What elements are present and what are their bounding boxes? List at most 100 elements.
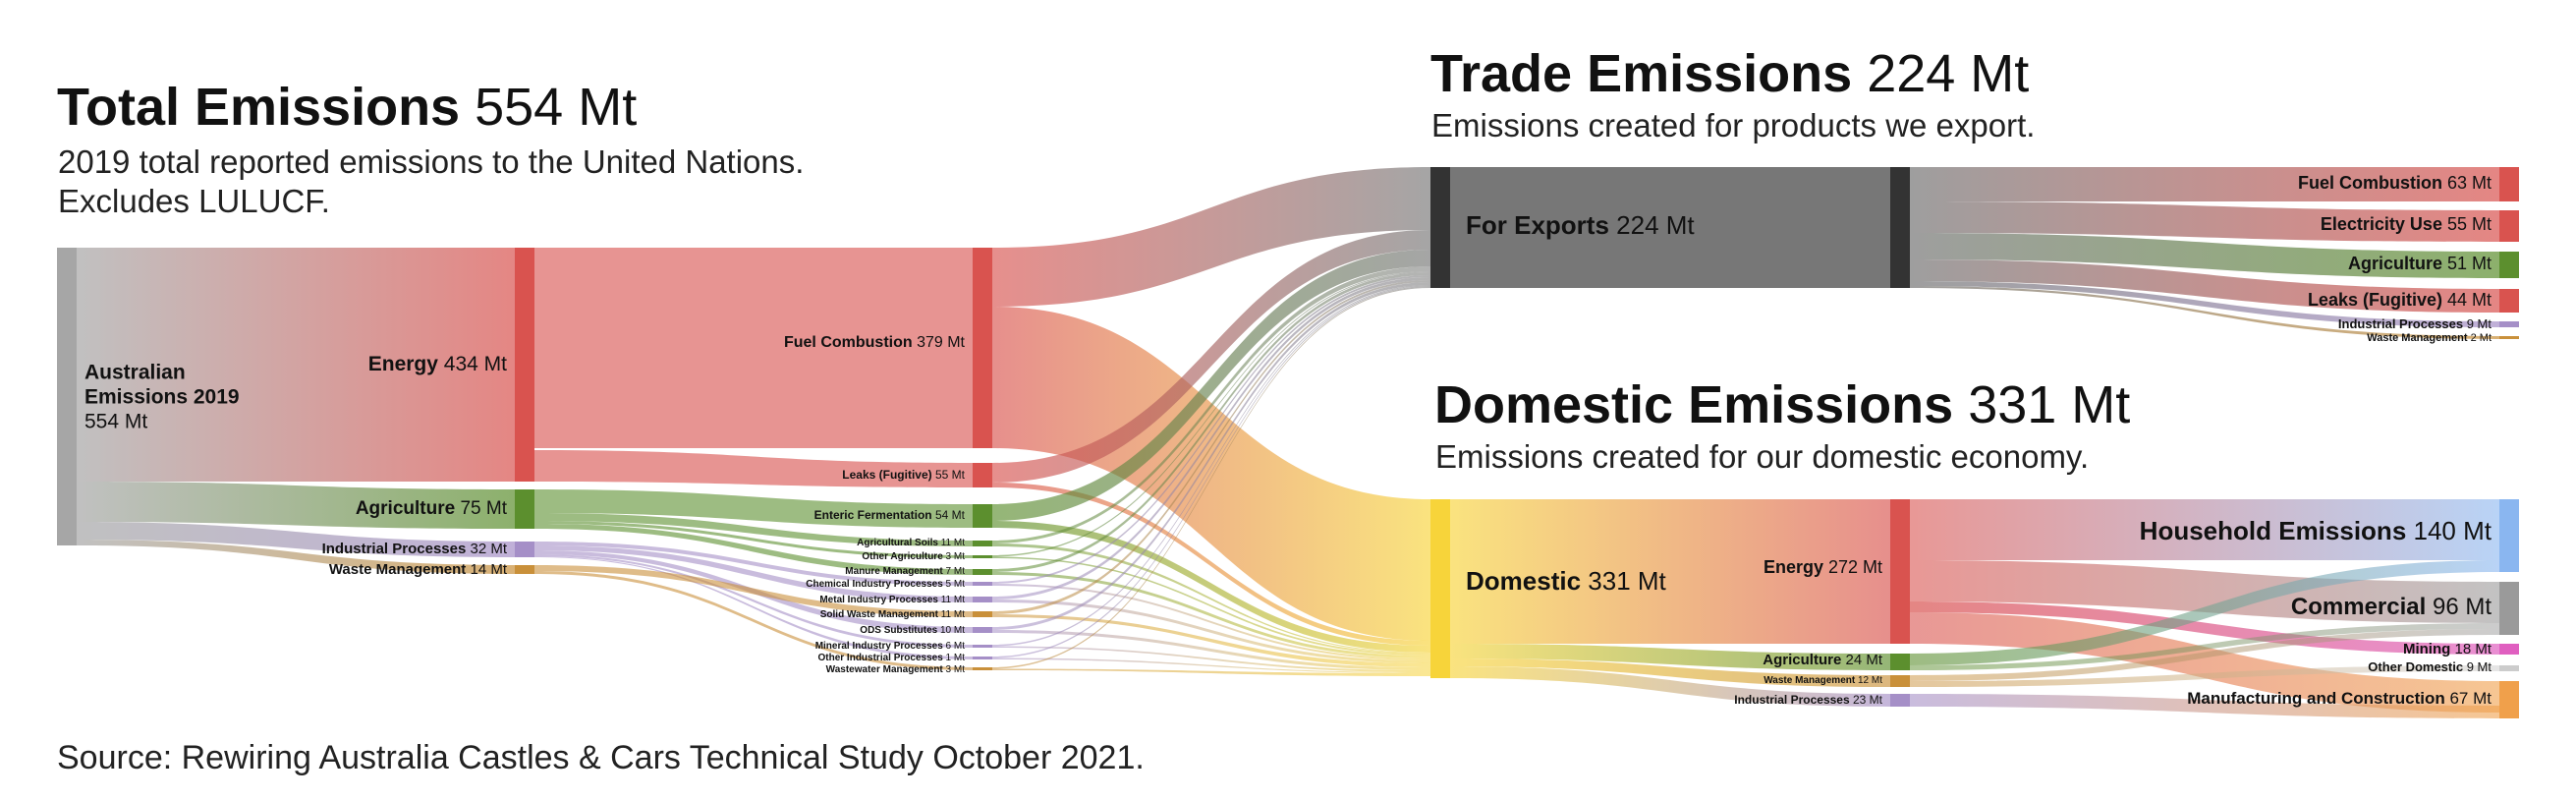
domestic-emissions-title: Domestic Emissions (1434, 375, 1954, 434)
node-bar-x-ind-e (2499, 321, 2519, 327)
link-dom-waste (1450, 658, 1890, 687)
domestic-label-name: Domestic (1466, 566, 1581, 596)
node-bar-x-agri-e (2499, 252, 2519, 278)
link-agri-soils (534, 513, 973, 546)
link-ind-chem (534, 542, 973, 586)
node-bar-fuelcomb (973, 248, 992, 448)
node-bar-agri (515, 489, 534, 529)
export-waste-label-value: 2 Mt (2468, 332, 2492, 344)
link-mineral-domestic (992, 646, 1430, 672)
link-fuel-domestic (992, 307, 1430, 641)
root-label-label-1: Australian (84, 362, 186, 384)
node-bar-otherdom (2499, 665, 2519, 671)
node-bar-enteric (973, 504, 992, 528)
fuel-combustion-label-value: 379 Mt (913, 334, 966, 351)
leaks-fugitive-label-value: 55 Mt (932, 468, 966, 482)
agriculture-label-name: Agriculture (356, 498, 455, 519)
node-bar-otherag (973, 555, 992, 558)
link-dind-manuf (1910, 694, 2499, 718)
energy-label-value: 434 Mt (438, 353, 507, 375)
source-note: Source: Rewiring Australia Castles & Car… (57, 739, 1145, 776)
other-agriculture-label-value: 3 Mt (943, 551, 965, 562)
domestic-emissions-value: 331 Mt (1968, 375, 2131, 434)
industrial-processes-label-value: 32 Mt (466, 541, 508, 557)
link-metal-exports (992, 277, 1430, 600)
leaks-fugitive-label-name: Leaks (Fugitive) (842, 468, 931, 482)
node-bar-x-leaks-e (2499, 289, 2519, 313)
mineral-industry-label-name: Mineral Industry Processes (815, 641, 943, 652)
domestic-agriculture-label: Agriculture 24 Mt (1763, 652, 1883, 668)
agriculture-label: Agriculture 75 Mt (356, 498, 508, 519)
link-agsoils-exports (992, 266, 1430, 543)
link-root-industrial (77, 522, 515, 557)
link-otherind-exports (992, 286, 1430, 658)
export-industrial-label: Industrial Processes 9 Mt (2338, 316, 2492, 331)
export-waste-label-name: Waste Management (2367, 332, 2468, 344)
link-leaks-domestic (992, 483, 1430, 646)
node-bar-ods (973, 627, 992, 633)
link-manure-domestic (992, 572, 1430, 658)
export-electricity-label: Electricity Use 55 Mt (2321, 214, 2492, 234)
link-solidwaste-domestic (992, 614, 1430, 667)
total-emissions-title: Total Emissions (57, 78, 461, 137)
mineral-industry-label-value: 6 Mt (943, 641, 965, 652)
other-agriculture-label: Other Agriculture 3 Mt (862, 551, 965, 562)
domestic-agriculture-label-value: 24 Mt (1841, 652, 1883, 668)
link-exports-x_waste_e (1910, 286, 2499, 339)
solid-waste-label: Solid Waste Management 11 Mt (820, 609, 965, 620)
sankey-links (77, 167, 2499, 718)
export-leaks-label-name: Leaks (Fugitive) (2308, 290, 2442, 310)
link-dagri-household (1910, 560, 2499, 665)
node-bar-d-waste (1890, 675, 1910, 687)
link-agri-manure (534, 524, 973, 575)
node-bar-x-elec-e (2499, 210, 2519, 242)
agriculture-label-value: 75 Mt (455, 498, 508, 519)
link-wastewater-domestic (992, 668, 1430, 676)
total-emissions-heading: Total Emissions 554 Mt (57, 81, 637, 134)
manufacturing-label: Manufacturing and Construction 67 Mt (2187, 689, 2492, 708)
link-dwaste-otherdom (1910, 665, 2499, 687)
agricultural-soils-label-value: 11 Mt (938, 538, 965, 548)
household-emissions-label-name: Household Emissions (2140, 516, 2407, 545)
link-ods-exports (992, 282, 1430, 630)
ods-substitutes-label: ODS Substitutes 10 Mt (860, 625, 965, 636)
export-electricity-label-name: Electricity Use (2321, 214, 2442, 234)
ods-substitutes-label-name: ODS Substitutes (860, 625, 937, 636)
link-energy-leaks (534, 450, 973, 487)
chemical-industry-label-name: Chemical Industry Processes (806, 579, 943, 590)
link-ind-metal (534, 545, 973, 602)
for-exports-label-name: For Exports (1466, 210, 1609, 240)
metal-industry-label: Metal Industry Processes 11 Mt (819, 595, 965, 605)
link-otherag-domestic (992, 556, 1430, 656)
link-waste-water (534, 571, 973, 670)
export-industrial-label-name: Industrial Processes (2338, 316, 2463, 331)
chemical-industry-label: Chemical Industry Processes 5 Mt (806, 579, 965, 590)
total-emissions-subtitle-1: 2019 total reported emissions to the Uni… (58, 143, 805, 180)
link-metal-domestic (992, 600, 1430, 663)
waste-management-label-name: Waste Management (329, 561, 466, 578)
export-electricity-label-value: 55 Mt (2442, 214, 2492, 234)
link-agsoils-domestic (992, 543, 1430, 654)
node-bar-x-waste-e (2499, 336, 2519, 339)
export-agriculture-label-value: 51 Mt (2442, 254, 2492, 273)
link-solidwaste-exports (992, 280, 1430, 614)
enteric-fermentation-label: Enteric Fermentation 54 Mt (814, 508, 966, 522)
node-bar-otherind (973, 657, 992, 659)
domestic-energy-label: Energy 272 Mt (1764, 557, 1882, 577)
link-exports-x_ind_e (1910, 281, 2499, 327)
energy-label-name: Energy (368, 353, 439, 375)
waste-management-label-value: 14 Mt (466, 561, 508, 578)
node-bar-household (2499, 499, 2519, 572)
link-dom-agri (1450, 644, 1890, 670)
ods-substitutes-label-value: 10 Mt (937, 625, 965, 636)
other-industrial-label-name: Other Industrial Processes (817, 653, 943, 663)
export-agriculture-label: Agriculture 51 Mt (2348, 254, 2492, 273)
link-mineral-exports (992, 285, 1430, 647)
node-bar-energy (515, 248, 534, 482)
node-bar-x-fuel-e (2499, 167, 2519, 201)
enteric-fermentation-label-value: 54 Mt (932, 508, 966, 522)
domestic-emissions-subtitle: Emissions created for our domestic econo… (1435, 438, 2090, 475)
node-bar-waste (515, 565, 534, 574)
export-agriculture-label-name: Agriculture (2348, 254, 2442, 273)
